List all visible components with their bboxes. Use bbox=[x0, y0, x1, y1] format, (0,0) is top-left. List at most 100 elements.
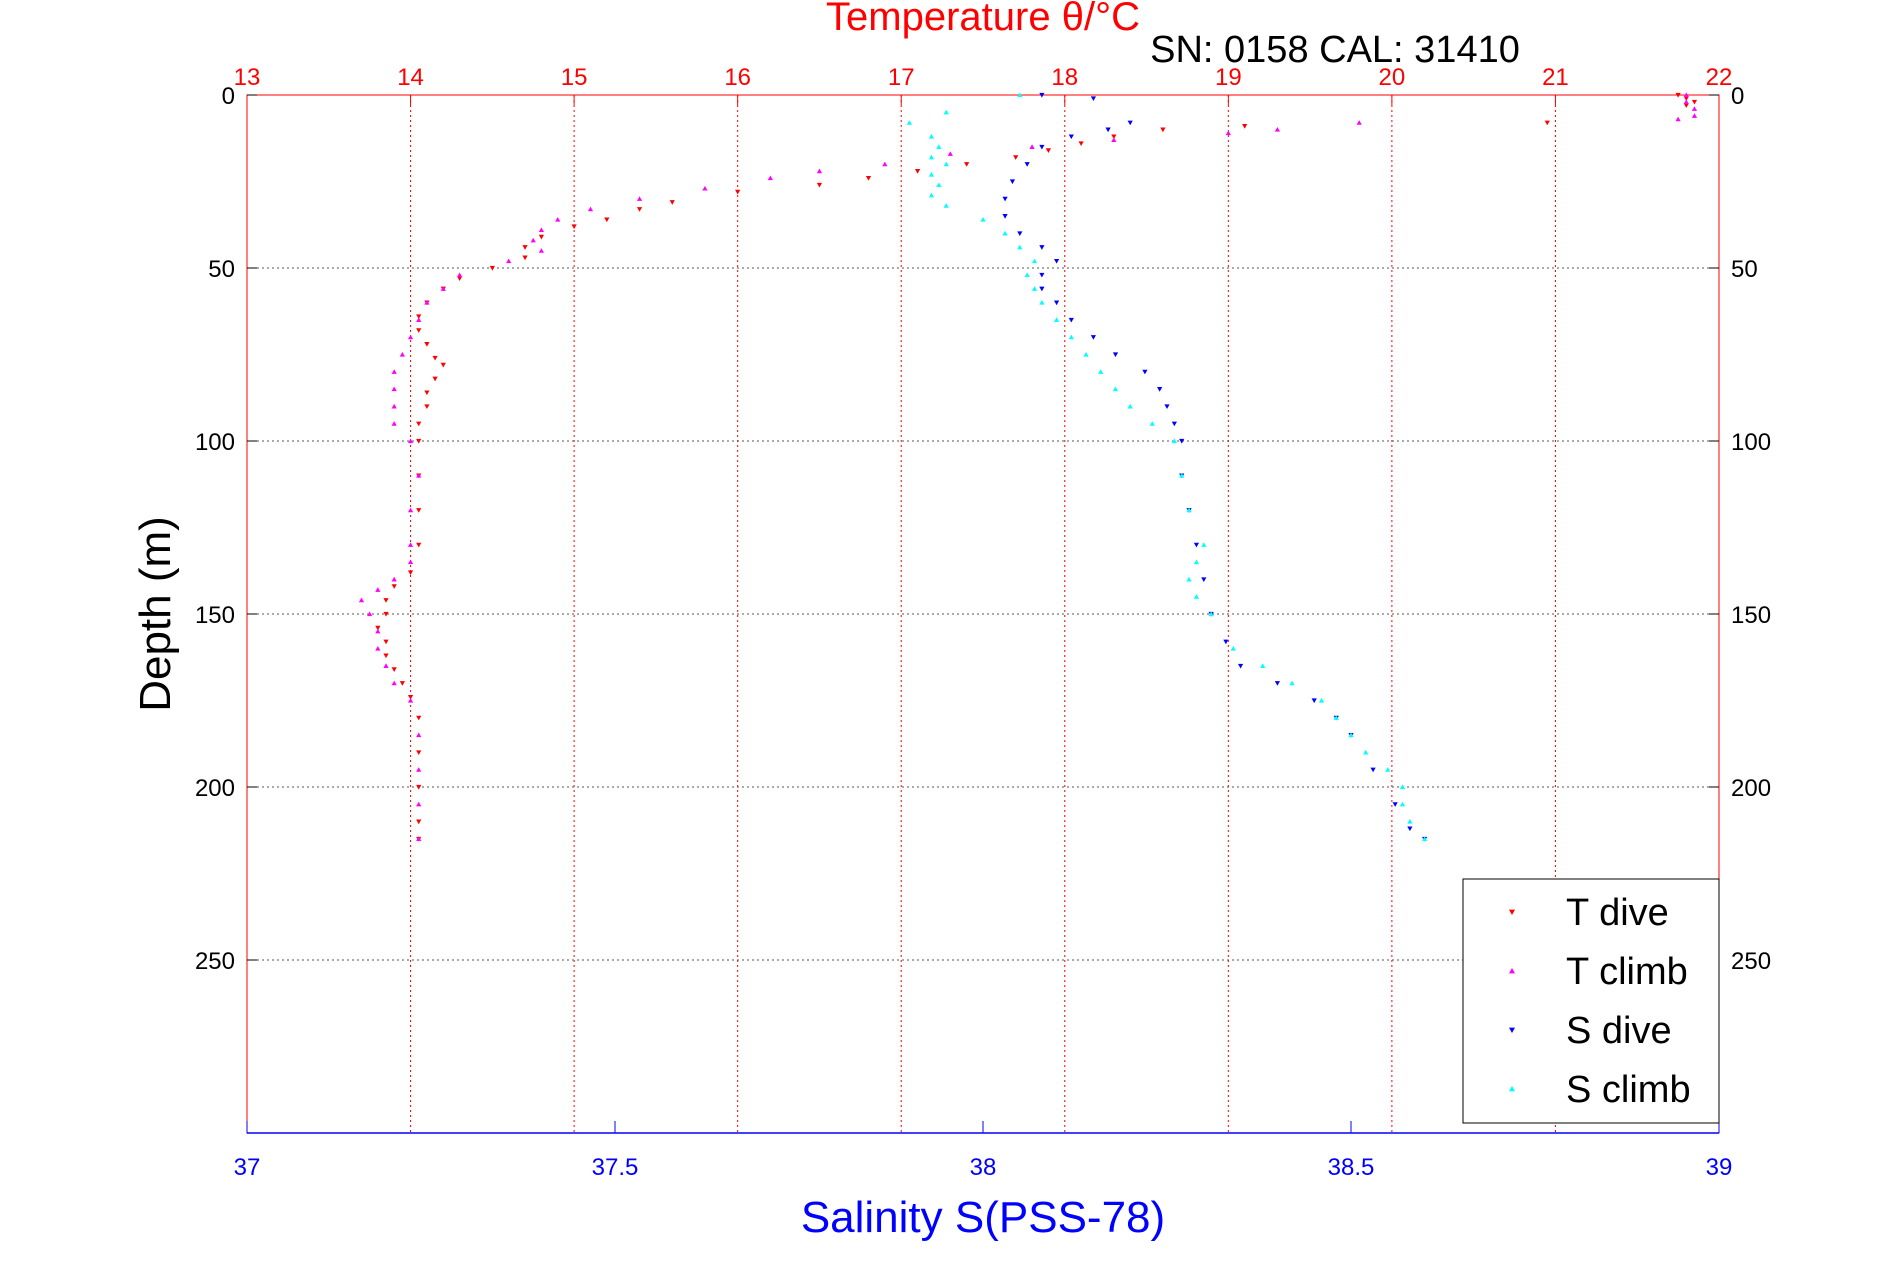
t-climb-point bbox=[407, 438, 414, 444]
t-dive-point bbox=[522, 245, 528, 250]
t-dive-point bbox=[538, 234, 544, 240]
t-climb-point bbox=[391, 421, 397, 426]
t-dive-point bbox=[735, 189, 741, 195]
t-climb-point bbox=[1225, 130, 1231, 136]
s-climb-point bbox=[1031, 286, 1038, 291]
t-climb-point bbox=[407, 559, 414, 565]
t-climb-point bbox=[416, 473, 422, 478]
t-climb-point bbox=[882, 161, 888, 167]
y-axis-label: Depth (m) bbox=[131, 516, 180, 712]
t-dive-point bbox=[375, 625, 381, 631]
t-climb-point bbox=[1691, 106, 1698, 111]
salinity-tick-label: 38.5 bbox=[1328, 1154, 1375, 1181]
s-dive-point bbox=[1193, 542, 1200, 548]
t-climb-point bbox=[1675, 116, 1681, 122]
s-dive-point bbox=[1112, 352, 1119, 358]
s-dive-point bbox=[1223, 639, 1229, 645]
s-dive-point bbox=[1054, 259, 1060, 264]
temperature-tick-label: 16 bbox=[724, 64, 751, 91]
s-dive-point bbox=[1311, 698, 1317, 704]
t-dive-point bbox=[816, 182, 823, 188]
t-dive-point bbox=[424, 342, 430, 347]
t-climb-point bbox=[375, 628, 381, 634]
t-climb-point bbox=[538, 227, 544, 233]
t-climb-point bbox=[391, 386, 397, 392]
t-dive-point bbox=[416, 508, 422, 513]
t-dive-point bbox=[383, 639, 389, 645]
s-climb-point bbox=[1002, 230, 1008, 236]
salinity-tick-label: 38 bbox=[970, 1154, 997, 1181]
s-climb-point bbox=[1017, 92, 1023, 98]
t-climb-point bbox=[1274, 127, 1280, 132]
s-dive-point bbox=[1024, 162, 1030, 167]
s-climb-point bbox=[1179, 473, 1185, 478]
depth-tick-label-left: 100 bbox=[195, 429, 235, 456]
s-climb-point bbox=[1289, 680, 1295, 686]
legend-marker-s-dive bbox=[1509, 1027, 1515, 1033]
t-climb-point bbox=[383, 663, 389, 668]
legend-label-t-dive: T dive bbox=[1566, 892, 1669, 934]
s-climb-point bbox=[1149, 421, 1155, 426]
s-dive-point bbox=[1201, 577, 1207, 582]
s-climb-point bbox=[1068, 334, 1074, 340]
t-dive-point bbox=[416, 314, 422, 320]
t-dive-point bbox=[1683, 96, 1689, 102]
t-climb-point bbox=[407, 334, 414, 340]
t-climb-point bbox=[530, 237, 536, 243]
s-climb-point bbox=[943, 109, 949, 115]
s-climb-point bbox=[1127, 403, 1133, 409]
legend-label-s-climb: S climb bbox=[1566, 1069, 1691, 1111]
salinity-tick-label: 37.5 bbox=[592, 1154, 639, 1181]
t-dive-point bbox=[383, 653, 389, 659]
t-dive-point bbox=[407, 694, 414, 700]
temperature-tick-label: 20 bbox=[1379, 64, 1406, 91]
t-dive-point bbox=[636, 207, 643, 212]
t-climb-point bbox=[440, 286, 446, 291]
t-dive-point bbox=[399, 681, 405, 686]
t-dive-point bbox=[391, 584, 397, 589]
s-climb-point bbox=[928, 171, 935, 177]
salinity-tick-label: 37 bbox=[234, 1154, 261, 1181]
s-climb-point bbox=[1260, 663, 1266, 668]
s-dive-point bbox=[1105, 127, 1111, 133]
temperature-tick-label: 14 bbox=[397, 64, 424, 91]
s-climb-point bbox=[1318, 697, 1325, 703]
s-climb-point bbox=[1399, 801, 1406, 807]
s-climb-point bbox=[1171, 438, 1177, 444]
t-climb-point bbox=[1356, 120, 1362, 125]
s-climb-point bbox=[928, 133, 935, 139]
depth-tick-label-left: 150 bbox=[195, 602, 235, 629]
t-climb-point bbox=[391, 576, 397, 582]
t-climb-point bbox=[416, 801, 422, 807]
s-dive-point bbox=[1002, 214, 1008, 219]
depth-tick-label-right: 150 bbox=[1731, 602, 1771, 629]
s-dive-point bbox=[1039, 286, 1045, 292]
chart-title: Temperature θ/°C bbox=[826, 0, 1140, 39]
t-dive-point bbox=[571, 224, 577, 230]
s-dive-point bbox=[1068, 317, 1074, 323]
salinity-tick-label: 39 bbox=[1706, 1154, 1733, 1181]
s-climb-point bbox=[1024, 272, 1030, 277]
t-climb-point bbox=[416, 317, 422, 322]
t-dive-point bbox=[416, 715, 422, 721]
t-climb-point bbox=[416, 767, 422, 772]
s-dive-point bbox=[1274, 681, 1280, 686]
depth-tick-label-left: 50 bbox=[208, 256, 235, 283]
s-climb-point bbox=[1422, 836, 1428, 841]
temperature-tick-label: 21 bbox=[1542, 64, 1569, 91]
t-climb-point bbox=[407, 507, 414, 513]
t-dive-point bbox=[383, 611, 389, 617]
t-climb-point bbox=[636, 196, 643, 201]
depth-tick-label-left: 250 bbox=[195, 948, 235, 975]
s-climb-point bbox=[1083, 351, 1089, 357]
s-dive-point bbox=[1157, 387, 1163, 392]
depth-tick-label-left: 0 bbox=[222, 83, 235, 110]
s-dive-point bbox=[1017, 231, 1023, 236]
t-dive-point bbox=[914, 169, 921, 174]
s-climb-point bbox=[1333, 715, 1339, 720]
legend-box bbox=[1462, 878, 1720, 1124]
t-dive-point bbox=[522, 255, 528, 261]
t-climb-point bbox=[702, 185, 708, 191]
